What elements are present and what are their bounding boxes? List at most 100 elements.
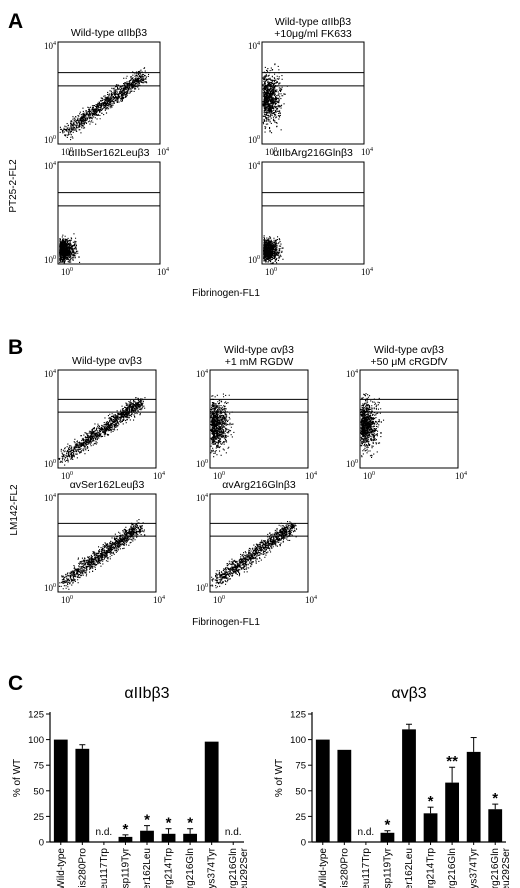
panel-letter-a: A (8, 10, 23, 33)
bar (140, 830, 154, 842)
plot-title: αvArg216Glnβ3 (222, 479, 296, 491)
y-tick-high: 104 (248, 41, 260, 51)
significance-star: * (385, 817, 391, 834)
plot-frame (261, 41, 365, 145)
y-tick-label: 0 (39, 838, 44, 849)
x-tick-low: 100 (363, 471, 375, 481)
not-determined-label: n.d. (358, 827, 375, 838)
x-tick-high: 104 (455, 471, 467, 481)
bar-chart-title: αvβ3 (391, 685, 426, 702)
bar-chart-y-label: % of WT (12, 759, 23, 797)
scatter-points (210, 393, 235, 458)
scatter-points (58, 519, 146, 590)
scatter-points (262, 63, 288, 134)
plot-title: αIIbSer162Leuβ3 (68, 147, 149, 159)
category-label: Asp119Tyr (120, 847, 131, 888)
panel-a-y-label: PT25-2-FL2 (8, 159, 19, 213)
bar (315, 739, 330, 842)
y-tick-label: 100 (290, 735, 306, 746)
bar-chart-title: αIIbβ3 (124, 685, 169, 702)
plot-subtitle: +10μg/ml FK633 (274, 28, 352, 40)
plot-title: Wild-type αIIbβ3 (71, 27, 147, 39)
y-tick-label: 75 (33, 761, 44, 772)
x-tick-high: 104 (157, 267, 169, 277)
panel-b-plots: Wild-type αvβ3 104 100 100 104 Wild-type αvβ3… (44, 344, 467, 605)
y-tick-high: 104 (248, 161, 260, 171)
plot-title: αIIbArg216Glnβ3 (273, 147, 353, 159)
significance-star: * (428, 793, 434, 810)
bar (161, 833, 176, 842)
panel-letter-c: C (8, 672, 23, 695)
category-label: Wild-type (318, 848, 329, 888)
panel-letter-b: B (8, 336, 23, 359)
significance-star: * (144, 812, 150, 829)
panel-b-y-label: LM142-FL2 (9, 484, 20, 536)
bar (423, 813, 438, 842)
plot-frame (359, 369, 459, 469)
scatter-points (263, 235, 284, 264)
bar (488, 809, 503, 842)
panel-b-x-label: Fibrinogen-FL1 (192, 617, 260, 628)
significance-star: * (492, 790, 498, 807)
panel-b-plot-4: αvSer162Leuβ3 104 100 100 104 (44, 479, 165, 605)
y-tick-label: 25 (33, 812, 44, 823)
y-tick-high: 104 (44, 161, 56, 171)
bar (53, 739, 68, 842)
panel-a-plot-1: Wild-type αIIbβ3 104 100 100 104 (44, 27, 169, 157)
x-tick-low: 100 (61, 267, 73, 277)
category-label: Leu292Ser (239, 847, 250, 888)
plot-title: Wild-type αvβ3 (224, 344, 294, 356)
plot-frame (57, 493, 157, 593)
y-tick-high: 104 (346, 369, 358, 379)
panel-a-plot-4: αIIbArg216Glnβ3 104 100 100 104 (248, 147, 373, 277)
x-tick-low: 100 (265, 147, 277, 157)
significance-star: * (166, 815, 172, 832)
scatter-points (210, 521, 298, 589)
bar-chart-2: αvβ3 % of WT 0 25 50 75 100 125 Wild-type His280P… (274, 685, 512, 888)
scatter-points (360, 393, 385, 458)
scatter-points (59, 67, 150, 141)
plot-subtitle: +1 mM RGDW (225, 356, 294, 368)
x-tick-low: 100 (61, 471, 73, 481)
plot-title: αvSer162Leuβ3 (70, 479, 145, 491)
y-tick-low: 100 (44, 583, 56, 593)
bar-chart-1: αIIbβ3 % of WT 0 25 50 75 100 125 Wild-type His28… (12, 685, 250, 888)
x-tick-low: 100 (213, 595, 225, 605)
y-tick-high: 104 (196, 493, 208, 503)
scatter-points (59, 233, 81, 264)
y-tick-label: 50 (33, 786, 44, 797)
y-tick-label: 25 (295, 812, 306, 823)
bar (204, 741, 219, 842)
x-tick-high: 104 (157, 147, 169, 157)
panel-a-plot-2: Wild-type αIIbβ3+10μg/ml FK633 104 100 100 1… (248, 16, 373, 157)
scatter-points (58, 397, 146, 466)
category-label: Wild-type (56, 848, 67, 888)
y-tick-high: 104 (44, 369, 56, 379)
category-label: Ser162Leu (404, 848, 415, 888)
y-tick-label: 75 (295, 761, 306, 772)
category-label: Ser162Leu (142, 848, 153, 888)
category-label: Asp119Tyr (382, 847, 393, 888)
plot-frame (261, 161, 365, 265)
y-tick-high: 104 (196, 369, 208, 379)
panel-b-plot-1: Wild-type αvβ3 104 100 100 104 (44, 355, 165, 481)
y-tick-low: 100 (44, 135, 56, 145)
x-tick-low: 100 (213, 471, 225, 481)
significance-star: ** (446, 753, 458, 770)
category-label: Leu117Trp (99, 848, 110, 888)
y-tick-low: 100 (44, 459, 56, 469)
significance-star: * (123, 821, 129, 838)
bar (118, 836, 133, 842)
category-label: Arg216Gln (185, 848, 196, 888)
bar (466, 751, 481, 842)
y-tick-label: 100 (28, 735, 44, 746)
category-label: Arg216Gln (490, 848, 501, 888)
plot-title: Wild-type αvβ3 (374, 344, 444, 356)
x-tick-low: 100 (61, 595, 73, 605)
y-tick-low: 100 (248, 135, 260, 145)
panel-a-plot-3: αIIbSer162Leuβ3 104 100 100 104 (44, 147, 169, 277)
category-label: Leu292Ser (501, 847, 512, 888)
panel-c-bar-charts: αIIbβ3 % of WT 0 25 50 75 100 125 Wild-type His28… (12, 685, 512, 888)
category-label: Cys374Tyr (207, 847, 218, 888)
